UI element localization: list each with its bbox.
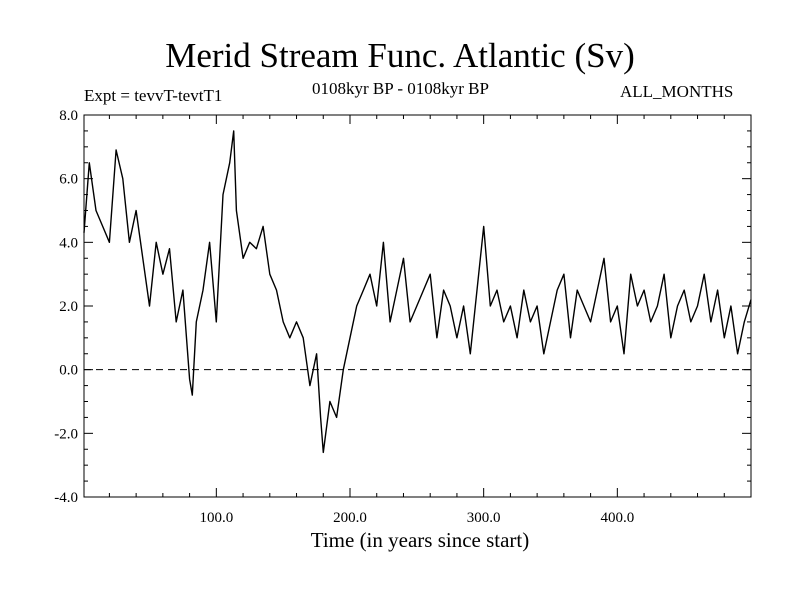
y-tick-label: -2.0 [54, 426, 78, 442]
season-label: ALL_MONTHS [620, 82, 734, 101]
x-axis-label: Time (in years since start) [310, 528, 530, 552]
chart-title: Merid Stream Func. Atlantic (Sv) [165, 36, 635, 75]
y-tick-label: 0.0 [59, 363, 78, 379]
tick-layer: -4.0 -2.0 0.0 2.0 4.0 6.0 8.0 100.0 200.0 300.0 40… [54, 108, 751, 526]
x-tick-label: 400.0 [600, 510, 634, 526]
x-tick-label: 300.0 [467, 510, 501, 526]
x-tick-label: 100.0 [199, 510, 233, 526]
experiment-label: Expt = tevvT-tevtT1 [84, 86, 223, 105]
period-label: 0108kyr BP - 0108kyr BP [312, 79, 489, 98]
plot-frame [83, 114, 752, 498]
series-layer [83, 130, 752, 454]
y-tick-label: 6.0 [59, 172, 78, 188]
series-line-0 [83, 130, 752, 454]
y-tick-label: -4.0 [54, 490, 78, 506]
y-tick-label: 4.0 [59, 235, 78, 251]
x-tick-label: 200.0 [333, 510, 367, 526]
y-tick-label: 2.0 [59, 299, 78, 315]
y-tick-label: 8.0 [59, 108, 78, 124]
